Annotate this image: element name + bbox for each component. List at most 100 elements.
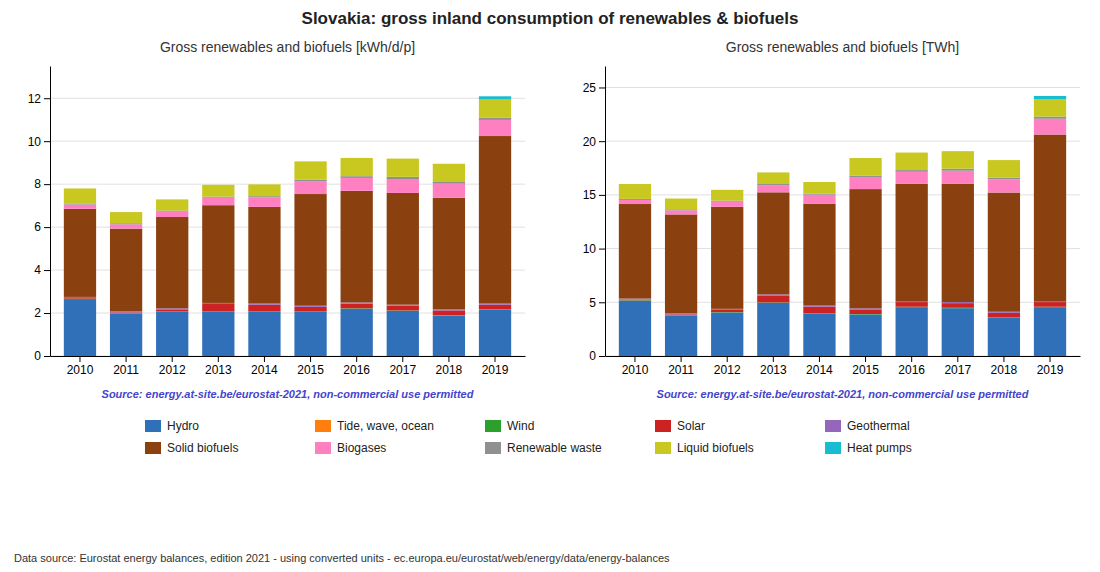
bar-series xyxy=(64,100,511,224)
legend-item: Wind xyxy=(485,419,534,433)
grid xyxy=(605,87,1080,356)
tick-mark xyxy=(79,356,80,362)
tick: 15 xyxy=(583,188,605,202)
bar xyxy=(387,193,419,305)
bar xyxy=(387,310,419,311)
bar xyxy=(665,315,697,316)
tick-mark xyxy=(402,356,403,362)
bar xyxy=(942,308,974,309)
bar xyxy=(803,182,835,183)
bar xyxy=(294,161,326,162)
tick: 2011 xyxy=(668,356,694,377)
bar xyxy=(711,313,743,357)
bar xyxy=(64,188,96,203)
bar xyxy=(341,157,373,158)
x-axis: 2010201120122013201420152016201720182019 xyxy=(51,356,526,377)
bar xyxy=(479,136,511,304)
tick-mark xyxy=(172,356,173,362)
bar xyxy=(1034,301,1066,302)
tick: 8 xyxy=(34,177,50,191)
legend-swatch xyxy=(315,442,331,454)
bar xyxy=(64,298,96,300)
tick-mark xyxy=(264,356,265,362)
bar xyxy=(942,169,974,171)
tick: 2016 xyxy=(343,356,370,377)
tick-label: 2013 xyxy=(760,363,787,377)
tick-label: 2013 xyxy=(205,363,232,377)
legend-label: Liquid biofuels xyxy=(677,441,754,455)
tick-label: 2016 xyxy=(898,363,925,377)
tick: 2018 xyxy=(436,356,463,377)
title: Slovakia: gross inland consumption of re… xyxy=(302,9,799,28)
legend-item: Biogases xyxy=(315,441,386,455)
tick-label: 10 xyxy=(583,242,597,256)
bar xyxy=(110,212,142,213)
bar xyxy=(248,207,280,304)
tick-mark xyxy=(599,302,605,303)
bar xyxy=(479,100,511,118)
bar xyxy=(803,313,835,314)
bar xyxy=(248,196,280,197)
tick: 25 xyxy=(583,81,605,95)
tick-label: 2012 xyxy=(714,363,741,377)
bar xyxy=(1034,119,1066,135)
bar xyxy=(64,298,96,299)
legend-label: Heat pumps xyxy=(847,441,912,455)
y-axis: 0510152025 xyxy=(583,67,606,364)
bar xyxy=(387,306,419,311)
tick: 2012 xyxy=(159,356,186,377)
grid-line xyxy=(50,98,525,99)
tick-label: 25 xyxy=(583,81,597,95)
tick-mark xyxy=(681,356,682,362)
bar xyxy=(757,172,789,184)
tick: 0 xyxy=(589,349,605,363)
bar xyxy=(294,312,326,356)
tick-mark xyxy=(495,356,496,362)
legend-item: Tide, wave, ocean xyxy=(315,419,434,433)
bar xyxy=(479,304,511,305)
legend-swatch xyxy=(145,442,161,454)
tick-mark xyxy=(599,141,605,142)
bar xyxy=(896,301,928,302)
bar xyxy=(110,212,142,223)
bar xyxy=(248,304,280,305)
tick-mark xyxy=(599,249,605,250)
tick-mark xyxy=(865,356,866,362)
bar xyxy=(64,299,96,356)
tick-mark xyxy=(126,356,127,362)
bar-series xyxy=(1034,96,1066,99)
bar xyxy=(757,295,789,302)
bar xyxy=(64,188,96,189)
bar xyxy=(156,311,188,312)
tick-mark xyxy=(599,356,605,357)
tick: 10 xyxy=(583,242,605,256)
tick-mark xyxy=(773,356,774,362)
legend-swatch xyxy=(145,420,161,432)
legend-swatch xyxy=(655,420,671,432)
bar xyxy=(64,299,96,300)
bar xyxy=(942,302,974,303)
bar xyxy=(433,315,465,316)
bar xyxy=(156,211,188,212)
bar xyxy=(202,303,234,304)
bar xyxy=(665,314,697,315)
bar-series xyxy=(619,135,1066,314)
bars xyxy=(619,96,1066,356)
bar xyxy=(942,303,974,308)
bar xyxy=(294,161,326,179)
bar xyxy=(433,182,465,184)
bar xyxy=(202,197,234,198)
legend-swatch xyxy=(315,420,331,432)
legend-label: Wind xyxy=(507,419,534,433)
tick-label: 2014 xyxy=(251,363,278,377)
bar xyxy=(803,195,835,204)
bar xyxy=(156,308,188,309)
tick-label: 2019 xyxy=(482,363,509,377)
chart-container: Slovakia: gross inland consumption of re… xyxy=(0,0,1100,572)
bar xyxy=(248,305,280,312)
grid xyxy=(50,98,525,356)
bar xyxy=(1034,96,1066,99)
bar xyxy=(942,151,974,152)
tick-label: 20 xyxy=(583,135,597,149)
bars xyxy=(64,96,511,356)
